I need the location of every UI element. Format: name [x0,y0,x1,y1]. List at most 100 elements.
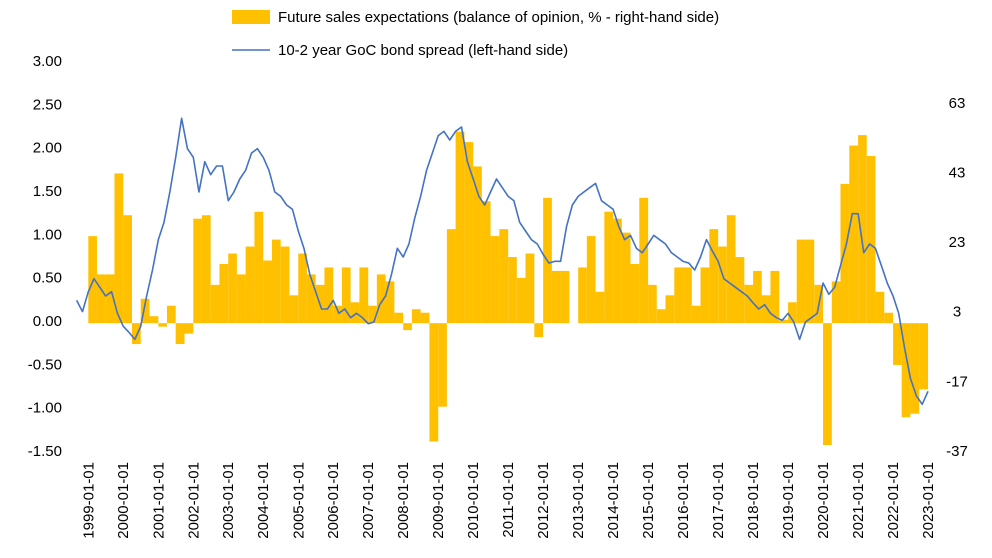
bar [271,239,281,324]
x-tick-label: 2017-01-01 [710,462,727,539]
x-tick-label: 2022-01-01 [885,462,902,539]
bar [455,131,465,324]
bar [586,236,596,324]
line [75,117,929,406]
legend: Future sales expectations (balance of op… [232,9,719,59]
x-tick-label: 2015-01-01 [640,462,657,539]
x-tick-label: 2020-01-01 [815,462,832,539]
bar [665,295,675,324]
bar [613,218,622,324]
bar [691,305,701,324]
bar [254,211,264,324]
x-tick-label: 2008-01-01 [395,462,412,539]
x-tick-label: 2000-01-01 [115,462,132,539]
legend-label: Future sales expectations (balance of op… [278,9,719,26]
bar [893,323,902,365]
bar [849,145,859,324]
bar [158,323,167,327]
x-tick-label: 2009-01-01 [430,462,447,539]
bar [473,166,482,324]
bar [96,274,106,324]
bar [228,253,237,324]
bar [753,270,762,324]
bar [341,267,351,324]
bar [385,281,395,324]
bar [823,323,832,446]
bar [123,215,132,324]
bar [919,323,929,390]
y2-tick-label: 43 [949,164,966,181]
x-tick-label: 2018-01-01 [745,462,762,539]
bar [744,284,754,324]
bar [578,267,587,324]
bar [858,135,867,324]
x-tick-label: 2023-01-01 [920,462,937,539]
bar [648,284,657,324]
bar [394,312,404,324]
y-tick-label: 1.50 [33,183,62,200]
bar [263,260,272,324]
bar [840,183,850,324]
bar [779,319,789,324]
bar [490,236,500,324]
bar [333,305,342,324]
bar [289,295,299,324]
bar [796,239,806,324]
legend-swatch [232,10,270,24]
bar [508,257,517,324]
bar [166,305,176,324]
x-tick-label: 1999-01-01 [80,462,97,539]
y-tick-label: 2.00 [33,140,62,157]
bar [709,229,719,324]
x-tick-label: 2005-01-01 [290,462,307,539]
x-tick-label: 2001-01-01 [150,462,167,539]
bar [866,156,876,324]
x-tick-label: 2011-01-01 [500,462,517,538]
legend-label: 10-2 year GoC bond spread (left-hand sid… [278,42,568,59]
bar [184,323,194,334]
bar [464,142,474,324]
bar [481,201,491,324]
bar [560,270,570,324]
bar [280,246,290,324]
bar [499,229,509,324]
bar [201,215,211,324]
bar [534,323,544,338]
y-tick-label: 3.00 [33,53,62,70]
bar [149,316,159,324]
bar [236,274,246,324]
bar [438,323,447,407]
bar [88,236,97,324]
bar [674,267,684,324]
bar [324,267,334,324]
bar [761,295,771,324]
bar [595,291,605,324]
y-tick-label: -1.00 [28,400,62,417]
bar [376,274,386,324]
bar [175,323,185,345]
x-tick-label: 2012-01-01 [535,462,552,539]
bar [306,274,316,324]
bar [411,309,421,324]
bar [700,267,710,324]
y-tick-label: 0.00 [33,313,62,330]
bar [429,323,439,442]
bar [551,270,561,324]
bar [359,267,369,324]
bar [403,323,412,331]
y2-tick-label: -37 [946,443,968,460]
bar [726,215,736,324]
y-tick-label: -1.50 [28,443,62,460]
bar [770,270,780,324]
bar [193,218,202,324]
y-tick-label: 2.50 [33,96,62,113]
bar [718,246,727,324]
x-tick-label: 2007-01-01 [360,462,377,539]
bar [219,263,229,324]
x-tick-label: 2021-01-01 [850,462,867,539]
bar [114,173,124,324]
bar [901,323,911,418]
x-tick-label: 2019-01-01 [780,462,797,539]
bar [683,267,692,324]
bar [350,302,360,324]
